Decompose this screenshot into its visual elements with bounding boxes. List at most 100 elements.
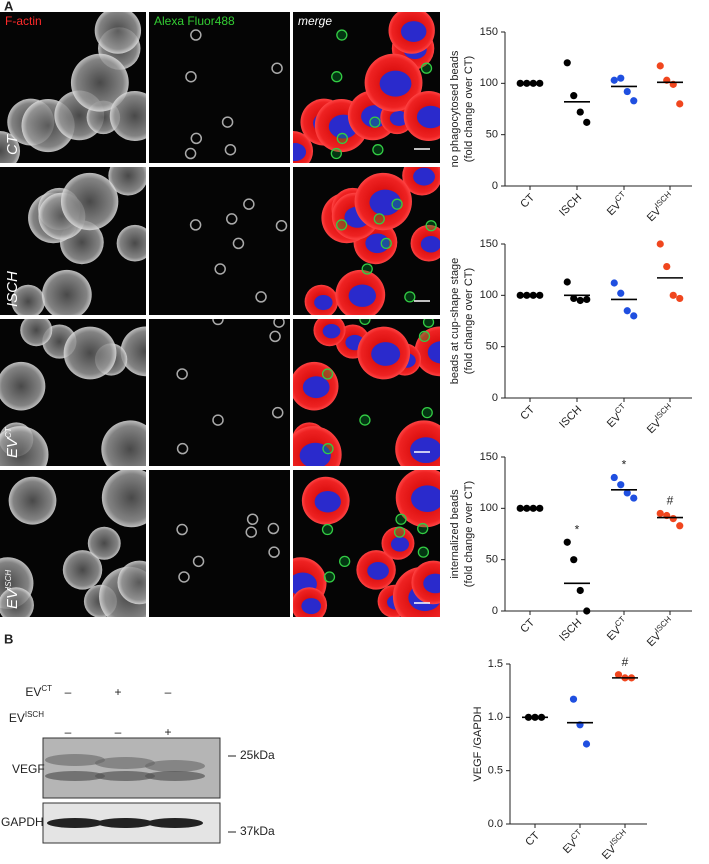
y-tick-label: 50 bbox=[486, 554, 498, 566]
data-point bbox=[617, 481, 625, 489]
data-point bbox=[669, 291, 677, 299]
size-marker: 25kDa bbox=[240, 748, 275, 762]
bead bbox=[275, 219, 288, 232]
data-point bbox=[630, 312, 638, 320]
x-tick-label: ISCH bbox=[557, 192, 584, 219]
panel-label: B bbox=[4, 631, 13, 646]
label-base: EV bbox=[4, 587, 21, 609]
y-tick-label: 150 bbox=[480, 26, 498, 38]
micrograph bbox=[0, 167, 146, 315]
bead bbox=[422, 319, 435, 328]
y-tick-label: 150 bbox=[480, 451, 498, 463]
x-tick-label: CT bbox=[523, 829, 542, 848]
y-tick-label: 0.5 bbox=[488, 765, 503, 777]
data-point bbox=[614, 671, 623, 679]
bead bbox=[393, 526, 406, 538]
significance-mark: * bbox=[575, 522, 580, 536]
data-point bbox=[570, 556, 578, 564]
y-tick-label: 1.0 bbox=[488, 711, 503, 723]
data-point bbox=[669, 515, 677, 523]
y-axis-label: VEGF /GAPDH bbox=[472, 706, 484, 781]
cell bbox=[63, 326, 117, 380]
bead bbox=[269, 330, 281, 343]
panel-label: A bbox=[4, 0, 14, 13]
cell bbox=[11, 284, 45, 315]
data-point bbox=[623, 87, 631, 96]
bead bbox=[192, 555, 205, 568]
nucleus bbox=[423, 573, 440, 594]
y-tick-label: 100 bbox=[480, 289, 498, 301]
nucleus bbox=[371, 342, 401, 366]
x-tick-label: EVISCH bbox=[597, 827, 632, 862]
data-point bbox=[676, 294, 684, 303]
column-header: merge bbox=[298, 14, 332, 28]
nucleus bbox=[420, 235, 440, 253]
data-point bbox=[576, 108, 584, 116]
label-base: EV bbox=[605, 411, 624, 430]
y-axis-label: beads at cup-shape stage bbox=[449, 258, 461, 385]
cell bbox=[120, 326, 146, 377]
blot-band bbox=[145, 771, 205, 781]
cell bbox=[94, 12, 142, 54]
y-tick-label: 150 bbox=[480, 238, 498, 250]
bead bbox=[178, 571, 190, 583]
micrograph bbox=[149, 167, 290, 315]
nucleus bbox=[416, 105, 440, 129]
label-sup: ISCH bbox=[653, 614, 673, 634]
bead bbox=[243, 198, 255, 210]
bead bbox=[421, 406, 433, 419]
cell bbox=[60, 172, 119, 231]
data-point bbox=[576, 296, 584, 305]
label-base: EV bbox=[9, 711, 25, 725]
y-tick-label: 0 bbox=[492, 605, 498, 617]
condition-sign: – bbox=[65, 725, 72, 739]
cell bbox=[87, 526, 121, 560]
data-point bbox=[563, 538, 571, 546]
band-label: VEGF bbox=[12, 762, 45, 776]
label-base: EV bbox=[4, 436, 21, 458]
bead bbox=[372, 144, 384, 156]
condition-sign: – bbox=[165, 685, 172, 699]
nucleus bbox=[410, 437, 440, 464]
blot-band bbox=[45, 771, 105, 781]
label-base: EV bbox=[561, 837, 580, 856]
bead bbox=[212, 319, 224, 326]
label-sup: CT bbox=[4, 426, 13, 438]
y-tick-label: 1.5 bbox=[488, 658, 503, 670]
nucleus bbox=[411, 485, 440, 512]
nucleus bbox=[400, 21, 427, 42]
cell bbox=[20, 319, 53, 347]
label-base: CT bbox=[4, 133, 21, 155]
bead bbox=[417, 522, 429, 535]
micrograph bbox=[293, 167, 440, 315]
label-sup: ISCH bbox=[653, 189, 673, 209]
label-base: EV bbox=[605, 624, 624, 643]
bead bbox=[185, 70, 197, 83]
significance-mark: # bbox=[667, 494, 674, 508]
blot-band bbox=[95, 757, 155, 769]
data-point bbox=[623, 489, 631, 497]
size-marker: 37kDa bbox=[240, 824, 275, 838]
nucleus bbox=[389, 110, 409, 126]
y-axis-label: (fold change over CT) bbox=[463, 56, 475, 162]
bead bbox=[189, 219, 202, 231]
cell bbox=[70, 53, 129, 112]
x-tick-label: EVCT bbox=[602, 189, 631, 218]
y-tick-label: 50 bbox=[486, 129, 498, 141]
cell bbox=[414, 326, 440, 377]
column-header: Alexa Fluor488 bbox=[154, 14, 235, 28]
bead bbox=[268, 546, 280, 558]
bead bbox=[418, 330, 431, 343]
condition-label: EVCT bbox=[25, 684, 52, 700]
condition-sign: + bbox=[164, 725, 171, 739]
x-tick-label: CT bbox=[518, 191, 537, 210]
bead bbox=[321, 368, 334, 380]
label-sup: ISCH bbox=[653, 401, 673, 421]
label-base: EV bbox=[645, 417, 664, 436]
significance-mark: # bbox=[622, 655, 629, 669]
x-tick-label: EVCT bbox=[602, 401, 631, 430]
y-axis-label: no phagocytosed beads bbox=[449, 50, 461, 167]
bead bbox=[361, 263, 373, 275]
bead bbox=[425, 220, 437, 232]
bead bbox=[214, 263, 226, 275]
